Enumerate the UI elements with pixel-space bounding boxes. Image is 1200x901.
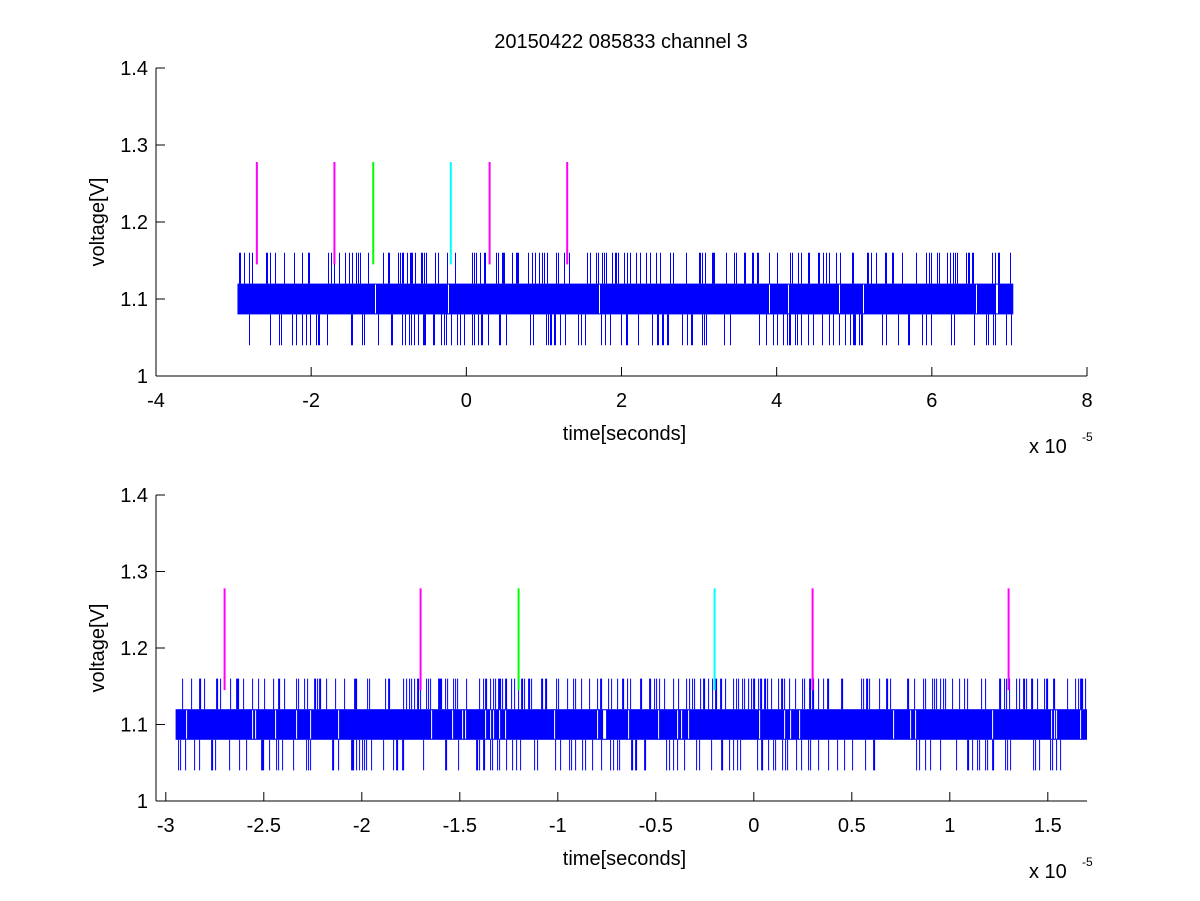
signal-low-spikes	[178, 739, 1062, 771]
chart-title: 20150422 085833 channel 3	[494, 31, 748, 53]
bottom-plot: -3 -2.5 -2 -1.5 -1 -0.5 0 0.5 1 1.5 1 1.1 1.2 1.3 1.4 t…	[87, 485, 1093, 883]
x-tick-label: 6	[926, 390, 937, 412]
x-tick-label: -3	[157, 815, 175, 837]
signal-band	[237, 283, 1014, 315]
signal-band	[175, 709, 1088, 740]
signal-series	[175, 678, 1088, 771]
y-tick-label: 1.3	[120, 135, 148, 157]
x-tick-label: -2.5	[247, 815, 281, 837]
x-tick-label: 4	[771, 390, 782, 412]
x-tick-label: 0	[748, 815, 759, 837]
x-tick-label: 0	[461, 390, 472, 412]
x-tick-label: -0.5	[639, 815, 673, 837]
y-tick-label: 1	[137, 791, 148, 813]
signal-high-spikes	[182, 678, 1087, 710]
y-tick-label: 1.1	[120, 715, 148, 737]
y-axis-label: voltage[V]	[87, 604, 109, 693]
x-exponent-label: x 10	[1029, 436, 1067, 458]
x-tick-label: -2	[302, 390, 320, 412]
x-tick-label: 1	[944, 815, 955, 837]
signal-low-spikes	[249, 314, 1012, 346]
signal-band-gaps	[186, 710, 1082, 739]
x-exponent-value: -5	[1082, 430, 1093, 444]
top-plot: -4 -2 0 2 4 6 8 1 1.1 1.2 1.3 1.4 time[seconds] volta…	[87, 58, 1093, 458]
y-tick-label: 1.2	[120, 212, 148, 234]
signal-high-spikes	[239, 252, 1011, 284]
x-tick-label: -2	[353, 815, 371, 837]
x-tick-label: -4	[147, 390, 165, 412]
x-exponent-value: -5	[1082, 855, 1093, 869]
x-tick-label: 2	[616, 390, 627, 412]
signal-band-gaps	[375, 284, 998, 314]
x-exponent-label: x 10	[1029, 861, 1067, 883]
signal-series	[237, 252, 1014, 346]
x-axis-label: time[seconds]	[563, 848, 686, 870]
y-tick-label: 1.1	[120, 289, 148, 311]
y-tick-label: 1.2	[120, 638, 148, 660]
x-tick-label: -1	[549, 815, 567, 837]
y-tick-label: 1.3	[120, 562, 148, 584]
x-tick-label: -1.5	[443, 815, 477, 837]
x-tick-label: 8	[1081, 390, 1092, 412]
y-tick-label: 1	[137, 366, 148, 388]
y-tick-label: 1.4	[120, 58, 148, 80]
y-axis-label: voltage[V]	[87, 178, 109, 267]
x-axis-label: time[seconds]	[563, 423, 686, 445]
x-tick-label: 1.5	[1034, 815, 1062, 837]
y-tick-label: 1.4	[120, 485, 148, 507]
x-tick-label: 0.5	[838, 815, 866, 837]
